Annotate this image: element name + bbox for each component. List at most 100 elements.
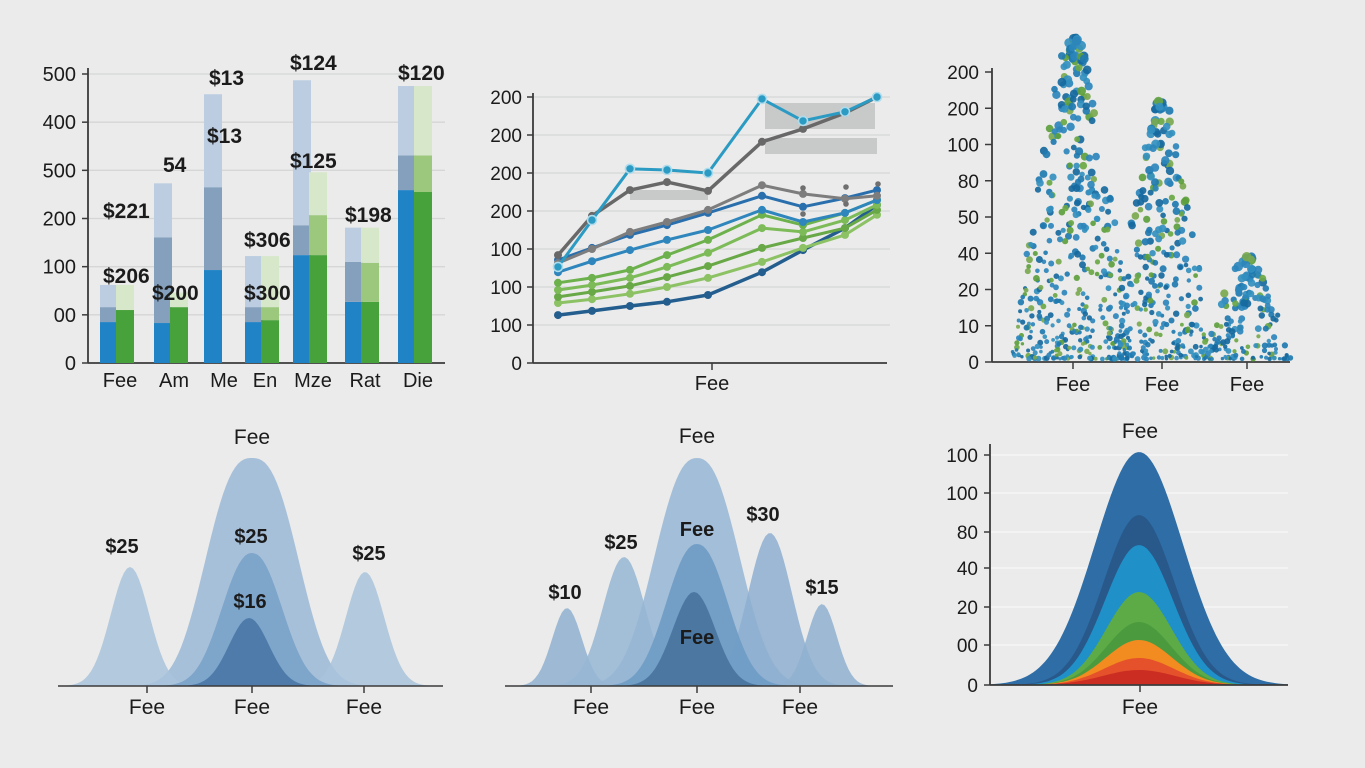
series-marker-green-4 — [758, 257, 766, 266]
value-label: $198 — [345, 204, 392, 227]
swarm-dot — [1060, 227, 1066, 233]
swarm-dot — [1041, 259, 1047, 265]
swarm-dot — [1079, 171, 1085, 177]
value-label: $10 — [548, 582, 581, 604]
y-tick-label: 00 — [54, 305, 76, 327]
swarm-dot — [1156, 205, 1164, 213]
bar-segment-green — [116, 284, 134, 311]
series-marker-green-2 — [554, 286, 562, 294]
swarm-dot — [1112, 256, 1118, 262]
swarm-dot — [1032, 355, 1038, 360]
series-marker-green-3 — [841, 224, 849, 233]
swarm-dot — [1105, 285, 1112, 292]
swarm-dot — [1060, 126, 1067, 134]
swarm-dot — [1147, 125, 1156, 134]
swarm-dot — [1079, 73, 1088, 82]
series-marker-gray-dark — [799, 124, 807, 133]
swarm-dot — [1103, 246, 1110, 252]
bar-group-en — [245, 256, 279, 363]
swarm-dot — [1223, 344, 1228, 349]
swarm-dot — [1023, 250, 1030, 258]
swarm-dot — [1066, 323, 1072, 329]
swarm-dot — [1230, 334, 1235, 339]
density-left: Fee Fee Fee Fee $25 $25 $16 $25 — [58, 426, 443, 719]
swarm-dot — [1088, 99, 1097, 108]
swarm-dot — [1111, 219, 1119, 227]
swarm-dot — [1199, 344, 1203, 349]
value-label: 54 — [163, 154, 187, 177]
swarm-dot — [1232, 304, 1239, 312]
swarm-dot — [1097, 345, 1103, 350]
series-marker-green-2 — [704, 248, 712, 257]
series-marker-green-2 — [799, 227, 807, 236]
swarm-dot — [1088, 269, 1095, 276]
swarm-dot — [1261, 347, 1268, 354]
swarm-dot — [1029, 313, 1035, 319]
swarm-dot — [1215, 339, 1221, 345]
y-tick-label: 400 — [43, 112, 76, 134]
series-marker-gray-dark — [758, 137, 766, 146]
series-marker-green-4 — [841, 230, 849, 239]
swarm-dot — [1016, 352, 1021, 357]
value-label: $25 — [105, 536, 138, 558]
swarm-dot — [1155, 102, 1164, 111]
swarm-dot — [1133, 246, 1140, 253]
swarm-dot — [1064, 271, 1070, 277]
series-marker-green-1 — [704, 235, 712, 244]
swarm-dot — [1026, 321, 1031, 326]
swarm-dot — [1138, 289, 1144, 295]
swarm-dot — [1098, 274, 1104, 280]
swarm-dot — [1181, 215, 1188, 222]
swarm-dot — [1068, 252, 1075, 259]
swarm-dot — [1042, 334, 1048, 340]
swarm-dot — [1072, 168, 1081, 176]
swarm-dot — [1079, 261, 1086, 269]
swarm-dot — [1163, 284, 1169, 290]
swarm-dot — [1080, 341, 1085, 346]
y-tick-label: 200 — [947, 99, 979, 120]
swarm-dot — [1074, 250, 1082, 258]
value-label: $306 — [244, 229, 291, 252]
series-marker-gray-dark — [554, 251, 562, 260]
swarm-dot — [1143, 215, 1151, 223]
category-label: Mze — [294, 370, 332, 392]
swarm-dot — [1138, 173, 1147, 182]
series-marker-teal — [661, 164, 673, 176]
density-bell-1 — [58, 567, 255, 686]
swarm-dot — [1171, 341, 1176, 345]
swarm-dot — [1050, 323, 1055, 328]
swarm-dot — [1044, 339, 1050, 345]
swarm-dot — [1077, 354, 1083, 360]
bar-segment-green — [170, 307, 188, 363]
series-marker-navy — [663, 297, 671, 306]
bar-segment-blue — [100, 284, 118, 308]
swarm-dot — [1168, 194, 1175, 201]
swarm-dot — [1158, 272, 1165, 279]
swarm-dot — [1152, 259, 1159, 266]
swarm-dot — [1079, 54, 1089, 64]
swarm-dot — [1026, 356, 1032, 362]
bar-segment-blue — [245, 256, 263, 308]
swarm-dot — [1106, 330, 1112, 336]
swarm-dot — [1183, 262, 1189, 268]
bar-segment-green — [309, 215, 327, 256]
x-axis-label: Fee — [346, 696, 382, 719]
swarm-dot — [1090, 328, 1095, 334]
y-tick-label: 500 — [43, 64, 76, 86]
y-tick-label: 500 — [43, 160, 76, 182]
swarm-dot — [1106, 335, 1113, 342]
swarm-dot — [1264, 355, 1269, 360]
value-label: $15 — [805, 577, 838, 599]
swarm-dot — [1152, 185, 1159, 192]
swarm-dot — [1271, 334, 1278, 341]
bar-segment-blue — [154, 237, 172, 324]
swarm-dot — [1066, 195, 1073, 202]
swarm-dot — [1267, 351, 1271, 356]
swarm-dot — [1104, 226, 1111, 233]
swarm-dot — [1121, 311, 1126, 316]
y-tick-label: 200 — [490, 164, 522, 185]
series-marker-green-3 — [588, 287, 596, 296]
swarm-dot — [1120, 353, 1125, 357]
swarm-dot — [1174, 217, 1181, 223]
density-bell-6 — [556, 592, 832, 686]
